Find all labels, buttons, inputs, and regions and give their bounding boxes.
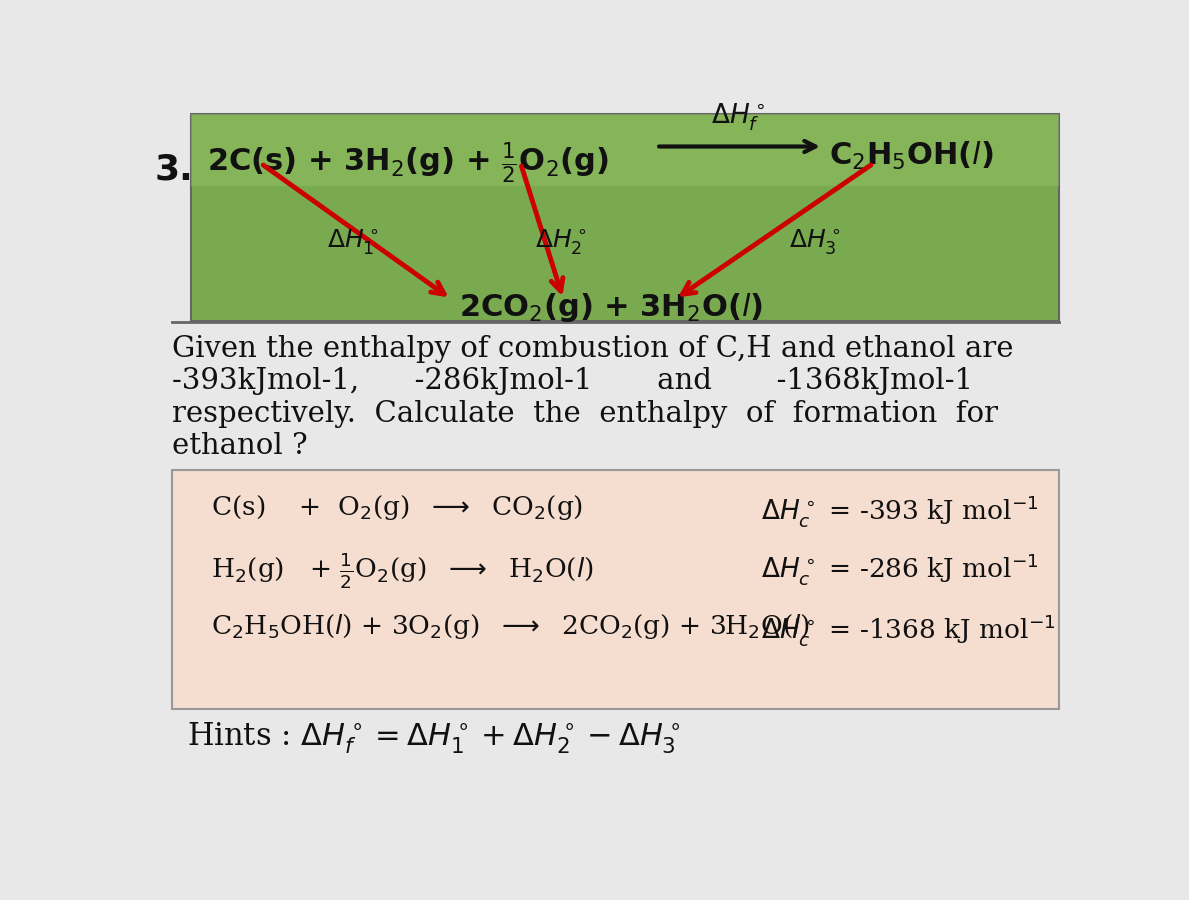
- Text: C$_2$H$_5$OH($\it{l}$): C$_2$H$_5$OH($\it{l}$): [829, 140, 994, 173]
- Text: ethanol ?: ethanol ?: [172, 432, 308, 460]
- Text: $\Delta H_3^\circ$: $\Delta H_3^\circ$: [788, 228, 839, 257]
- Text: C$_2$H$_5$OH($\it{l}$) + 3O$_2$(g)  $\longrightarrow$  2CO$_2$(g) + 3H$_2$O($\it: C$_2$H$_5$OH($\it{l}$) + 3O$_2$(g) $\lon…: [210, 612, 810, 642]
- Text: $\Delta H_1^\circ$: $\Delta H_1^\circ$: [327, 228, 378, 257]
- Text: C(s)    +  O$_2$(g)  $\longrightarrow$  CO$_2$(g): C(s) + O$_2$(g) $\longrightarrow$ CO$_2$…: [210, 493, 583, 522]
- Text: $\Delta H_c^\circ$ = -393 kJ mol$^{-1}$: $\Delta H_c^\circ$ = -393 kJ mol$^{-1}$: [761, 493, 1039, 529]
- Text: $\Delta H_2^\circ$: $\Delta H_2^\circ$: [535, 228, 586, 257]
- Text: -393kJmol-1,      -286kJmol-1       and       -1368kJmol-1: -393kJmol-1, -286kJmol-1 and -1368kJmol-…: [172, 367, 973, 395]
- Text: $\Delta H_c^\circ$ = -286 kJ mol$^{-1}$: $\Delta H_c^\circ$ = -286 kJ mol$^{-1}$: [761, 551, 1039, 587]
- Text: 3.: 3.: [155, 153, 194, 186]
- Text: respectively.  Calculate  the  enthalpy  of  formation  for: respectively. Calculate the enthalpy of …: [172, 400, 998, 428]
- FancyBboxPatch shape: [191, 114, 1059, 320]
- FancyBboxPatch shape: [172, 470, 1059, 708]
- Text: 2C(s) + 3H$_2$(g) + $\frac{1}{2}$O$_2$(g): 2C(s) + 3H$_2$(g) + $\frac{1}{2}$O$_2$(g…: [207, 140, 609, 186]
- Text: H$_2$(g)   + $\frac{1}{2}$O$_2$(g)  $\longrightarrow$  H$_2$O($\it{l}$): H$_2$(g) + $\frac{1}{2}$O$_2$(g) $\longr…: [210, 551, 593, 591]
- Text: $\Delta H_f^\circ$: $\Delta H_f^\circ$: [711, 101, 765, 132]
- Text: $\Delta H_c^\circ$ = -1368 kJ mol$^{-1}$: $\Delta H_c^\circ$ = -1368 kJ mol$^{-1}$: [761, 612, 1056, 648]
- Text: Given the enthalpy of combustion of C,H and ethanol are: Given the enthalpy of combustion of C,H …: [172, 335, 1013, 363]
- Text: Hints : $\Delta H_f^\circ = \Delta H_1^\circ + \Delta H_2^\circ - \Delta H_3^\ci: Hints : $\Delta H_f^\circ = \Delta H_1^\…: [188, 720, 680, 756]
- Text: 2CO$_2$(g) + 3H$_2$O($\it{l}$): 2CO$_2$(g) + 3H$_2$O($\it{l}$): [459, 292, 763, 324]
- FancyBboxPatch shape: [191, 114, 1059, 186]
